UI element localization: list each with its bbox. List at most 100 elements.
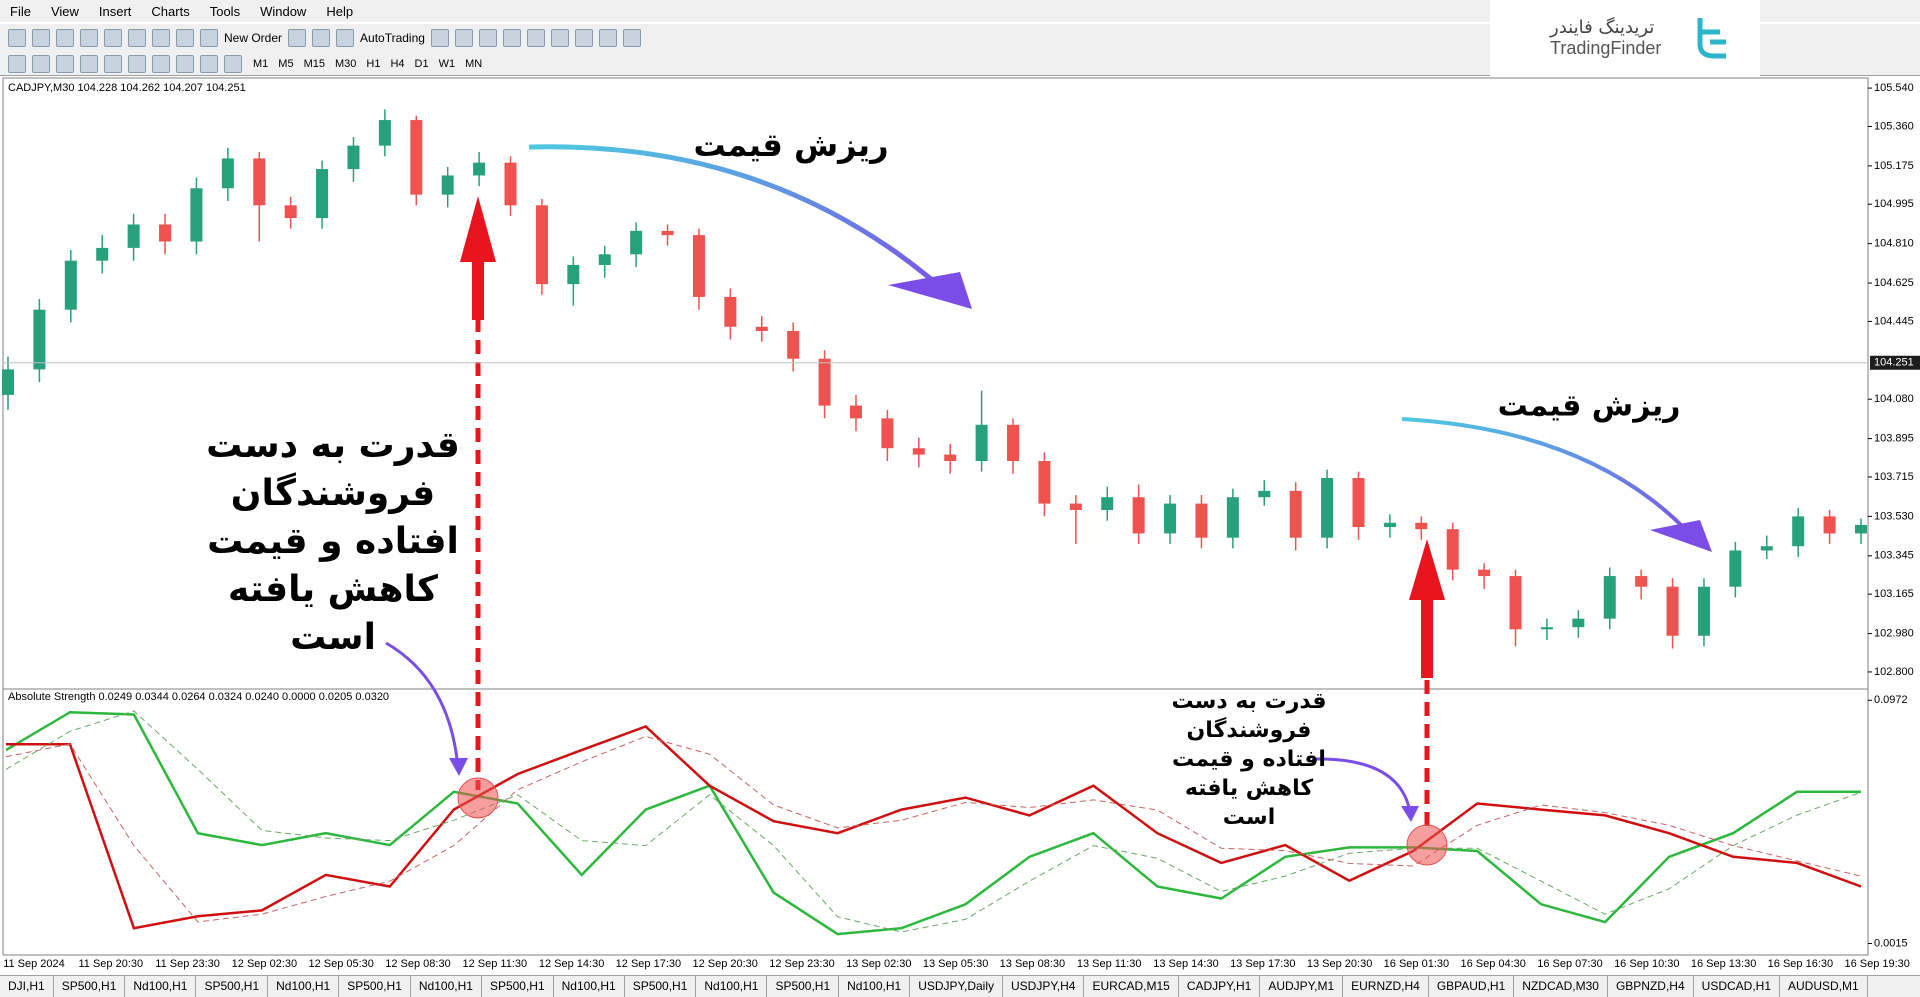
price-label: 103.165 <box>1874 588 1914 600</box>
tab-bar: DJI,H1 SP500,H1 Nd100,H1 SP500,H1 Nd100,H1 SP… <box>0 975 1920 997</box>
annotation: کاهش یافته <box>1185 776 1314 801</box>
menu-item[interactable]: Tools <box>209 3 241 19</box>
price-label: 105.540 <box>1874 82 1914 94</box>
chart-tab[interactable]: EURCAD,M15 <box>1084 976 1179 997</box>
annotation: است <box>290 617 376 658</box>
chart-tab[interactable]: EURNZD,H4 <box>1343 976 1429 997</box>
candle-body <box>1792 516 1805 547</box>
time-label: 13 Sep 17:30 <box>1230 958 1295 970</box>
chart-tab[interactable]: DJI,H1 <box>0 976 54 997</box>
chart-tab[interactable]: SP500,H1 <box>196 976 269 997</box>
time-label: 16 Sep 19:30 <box>1844 958 1909 970</box>
menu-item[interactable]: View <box>50 3 79 19</box>
chart-tab[interactable]: USDJPY,H4 <box>1003 976 1085 997</box>
chart-tab[interactable]: Nd100,H1 <box>554 976 625 997</box>
annotation: قدرت به دست <box>206 425 460 466</box>
candle-body <box>221 158 234 189</box>
price-label: 103.895 <box>1874 433 1914 445</box>
candle-body <box>190 188 203 242</box>
chart-tab[interactable]: USDJPY,Daily <box>910 976 1003 997</box>
chart-tab[interactable]: SP500,H1 <box>339 976 411 997</box>
menu-item[interactable]: Insert <box>98 3 132 19</box>
chart-tab[interactable]: Nd100,H1 <box>125 976 197 997</box>
arrow-up <box>460 196 496 262</box>
candle-body <box>1635 576 1648 587</box>
timeframe[interactable]: W1 <box>438 57 456 70</box>
menu-item[interactable]: Window <box>260 3 307 19</box>
chart-tab[interactable]: AUDUSD,M1 <box>1780 976 1868 997</box>
timeframe[interactable]: M30 <box>334 57 357 70</box>
arrow-shaft <box>472 250 484 320</box>
arrow-head <box>449 758 468 776</box>
indicator-line <box>6 725 1862 930</box>
logo-fa: تریدینگ فایندر <box>1550 17 1655 38</box>
chart-tab[interactable]: SP500,H1 <box>767 976 840 997</box>
arrow-head <box>1650 520 1712 552</box>
menu-item[interactable]: Charts <box>151 3 190 19</box>
auto-trading[interactable]: AutoTrading <box>360 31 425 45</box>
candle-body <box>567 264 580 285</box>
chart-tab[interactable]: Nd100,H1 <box>839 976 911 997</box>
candle-body <box>127 224 140 248</box>
timeframe[interactable]: M15 <box>303 57 325 70</box>
time-label: 11 Sep 20:30 <box>78 958 143 970</box>
time-label: 16 Sep 16:30 <box>1768 958 1833 970</box>
candle-body <box>1603 576 1616 619</box>
timeframe[interactable]: H1 <box>366 57 381 70</box>
candle-body <box>316 169 329 219</box>
candle-body <box>1101 497 1114 510</box>
logo-en: TradingFinder <box>1550 38 1662 58</box>
candle-body <box>1823 516 1836 534</box>
candle-body <box>159 224 172 242</box>
candle-body <box>504 162 517 206</box>
arrow-head <box>888 272 972 309</box>
indicator-label: 0.0972 <box>1874 694 1908 706</box>
new-order[interactable]: New Order <box>224 31 283 45</box>
annotation: ریزش قیمت <box>694 126 889 164</box>
timeframe[interactable]: H4 <box>390 57 405 70</box>
chart-tab[interactable]: AUDJPY,M1 <box>1260 976 1344 997</box>
candle-body <box>692 235 705 297</box>
indicator-window <box>2 688 1869 956</box>
logo-icon <box>1697 18 1726 59</box>
chart-tab[interactable]: SP500,H1 <box>482 976 554 997</box>
price-label: 104.995 <box>1874 198 1914 210</box>
candle-body <box>284 205 297 219</box>
menu-item[interactable]: Help <box>326 3 354 19</box>
chart-tab[interactable]: Nd100,H1 <box>696 976 768 997</box>
time-label: 13 Sep 02:30 <box>846 958 911 970</box>
candle-body <box>33 309 46 370</box>
indicator-header: Absolute Strength 0.0249 0.0344 0.0264 0… <box>8 691 389 703</box>
candle-body <box>1855 524 1867 534</box>
cross-marker <box>1406 824 1448 866</box>
arrow-shaft <box>1421 590 1433 678</box>
chart-tab[interactable]: NZDCAD,M30 <box>1514 976 1608 997</box>
candle-body <box>473 162 486 176</box>
chart-header: CADJPY,M30 104.228 104.262 104.207 104.2… <box>8 82 246 94</box>
timeframe[interactable]: MN <box>465 57 483 70</box>
time-label: 11 Sep 2024 <box>3 958 65 970</box>
menu-item[interactable]: File <box>10 3 31 19</box>
candle-body <box>787 331 800 359</box>
chart-tab[interactable]: Nd100,H1 <box>268 976 340 997</box>
chart-tab[interactable]: GBPNZD,H4 <box>1608 976 1694 997</box>
candle-body <box>441 175 454 195</box>
current-price-box <box>1870 355 1920 370</box>
chart-tab[interactable]: Nd100,H1 <box>411 976 482 997</box>
candle-body <box>1289 490 1302 538</box>
price-label: 102.980 <box>1874 627 1914 639</box>
chart-tab[interactable]: CADJPY,H1 <box>1179 976 1261 997</box>
menu-bar: File View Insert Charts Tools Window Help <box>0 0 1920 22</box>
chart-tab[interactable]: SP500,H1 <box>54 976 126 997</box>
time-label: 12 Sep 02:30 <box>232 958 297 970</box>
candle-body <box>944 454 957 461</box>
timeframe[interactable]: M5 <box>278 57 294 70</box>
candle-body <box>1446 529 1459 570</box>
chart-tab[interactable]: SP500,H1 <box>625 976 697 997</box>
timeframe[interactable]: D1 <box>414 57 429 70</box>
time-label: 16 Sep 07:30 <box>1537 958 1602 970</box>
candle-body <box>1478 569 1491 577</box>
chart-tab[interactable]: USDCAD,H1 <box>1694 976 1781 997</box>
chart-tab[interactable]: GBPAUD,H1 <box>1429 976 1515 997</box>
timeframe[interactable]: M1 <box>253 57 269 70</box>
